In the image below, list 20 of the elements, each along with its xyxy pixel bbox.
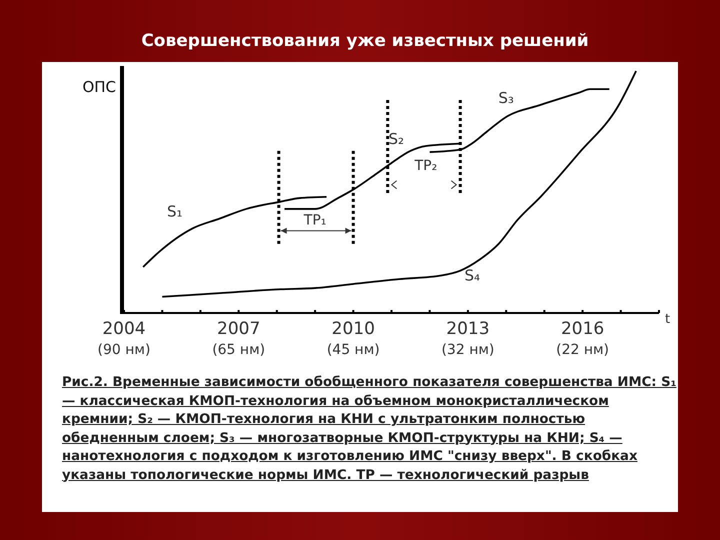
series-label: S₄ bbox=[464, 266, 480, 285]
text: (32 нм) bbox=[441, 342, 494, 358]
x-tick-label: 2016 bbox=[560, 319, 604, 339]
x-tick-label: 2004 bbox=[102, 319, 146, 339]
text: (65 нм) bbox=[212, 342, 266, 358]
series-label: S₁ bbox=[167, 202, 183, 220]
text: Рис.2. Временные зависимости обобщенного показателя совершенства ИМС: S₁ — классическая КМОП-технология на объемном монокристаллическом кремнии; S₂ — КМОП-технология на КНИ с ультратонким полностью обедненным слоем; S₃ — многозатворные КМОП-структуры на КНИ; S₄ — нанотехнология с подходом к изготовлению ИМС "снизу вверх". В скобках указаны топологические нормы ИМС. TP — технологический разрыв bbox=[62, 374, 678, 484]
annotation: TP₂ bbox=[414, 158, 438, 174]
y-axis-title: ОПС bbox=[82, 78, 116, 96]
text: (45 нм) bbox=[326, 342, 380, 358]
x-tick-label: 2013 bbox=[446, 319, 490, 339]
series-label: S₃ bbox=[498, 88, 514, 107]
text: (22 нм) bbox=[556, 342, 610, 358]
chart-title: Совершенствования уже известных решений bbox=[141, 31, 589, 51]
x-axis-title: t bbox=[665, 312, 670, 327]
x-tick-label: 2010 bbox=[332, 319, 375, 339]
series-label: S₂ bbox=[388, 130, 404, 148]
text: (90 нм) bbox=[98, 342, 150, 358]
annotation: TP₁ bbox=[302, 212, 326, 229]
x-tick-label: 2007 bbox=[217, 319, 260, 339]
